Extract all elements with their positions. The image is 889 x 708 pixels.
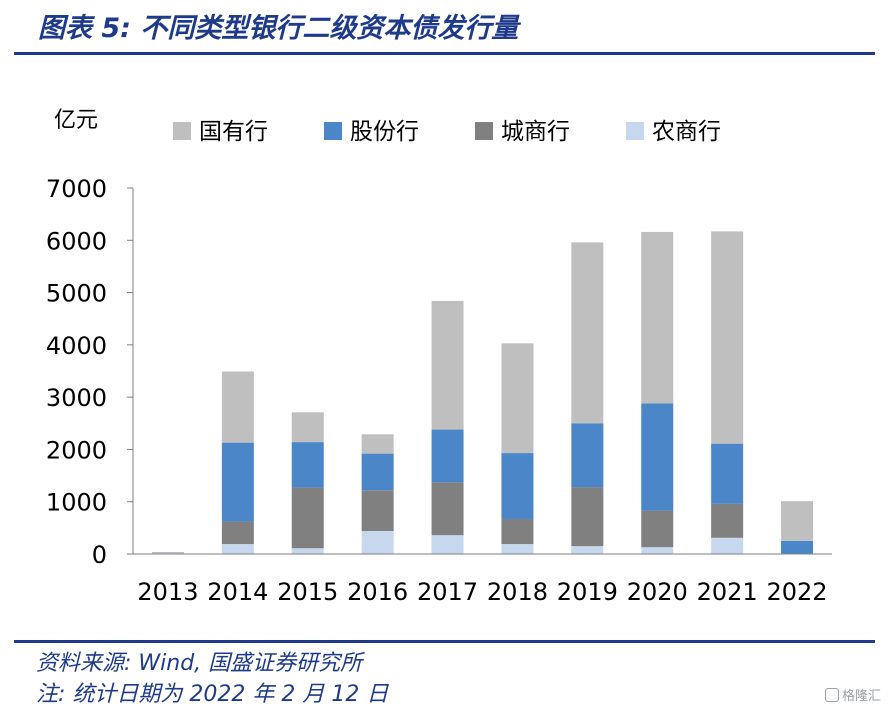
bar-segment [361, 434, 394, 454]
stacked-bar-chart: 亿元 国有行 股份行 城商行 农商行 0 1000 2000 3000 4000 5000 600… [46, 108, 832, 606]
bar-segment [501, 544, 534, 554]
x-tick-label: 2015 [277, 578, 338, 606]
bar-segment [571, 487, 604, 547]
bar-segment [501, 453, 534, 519]
bar-segment [221, 371, 254, 443]
bar-segment [571, 546, 604, 554]
bar-segment [361, 453, 394, 491]
y-tick-label: 5000 [46, 280, 107, 308]
bar-segment [641, 547, 674, 554]
y-tick-label: 0 [92, 541, 107, 569]
y-tick-label: 7000 [46, 175, 107, 203]
bar-segment [711, 231, 744, 444]
bar-segment [361, 530, 394, 554]
x-tick-label: 2017 [417, 578, 478, 606]
legend-swatch [173, 122, 191, 140]
bar-segment [501, 518, 534, 545]
y-tick-label: 2000 [46, 436, 107, 464]
bar-segment [151, 552, 184, 553]
bar-segment [711, 537, 744, 554]
bar-segment [641, 510, 674, 548]
bar-segment [431, 300, 464, 430]
bar-segment [431, 429, 464, 483]
legend-label: 股份行 [350, 119, 419, 145]
bar-segment [431, 482, 464, 536]
x-axis: 2013 2014 2015 2016 2017 2018 2019 2020 2021 2022 [133, 553, 832, 606]
legend-swatch [626, 122, 644, 140]
y-axis: 0 1000 2000 3000 4000 5000 6000 7000 [46, 175, 134, 569]
watermark: 格隆汇 [824, 685, 881, 704]
legend-swatch [324, 122, 342, 140]
x-tick-label: 2018 [487, 578, 548, 606]
bar-segment [501, 343, 534, 454]
x-tick-label: 2020 [627, 578, 688, 606]
watermark-text: 格隆汇 [841, 689, 881, 704]
bar-segment [781, 501, 814, 541]
x-tick-label: 2014 [207, 578, 268, 606]
bar-segment [431, 535, 464, 554]
bars [151, 231, 814, 554]
y-tick-label: 1000 [46, 489, 107, 517]
bar-segment [291, 412, 324, 443]
y-tick-label: 6000 [46, 227, 107, 255]
bar-segment [571, 242, 604, 424]
bar-segment [221, 442, 254, 522]
bar-segment [781, 540, 814, 554]
bar-segment [221, 521, 254, 545]
watermark-logo-icon [824, 688, 839, 702]
x-tick-label: 2022 [767, 578, 828, 606]
bar-segment [291, 548, 324, 554]
bar-segment [221, 544, 254, 554]
legend-label: 农商行 [652, 119, 721, 145]
x-tick-label: 2019 [557, 578, 618, 606]
legend-label: 城商行 [501, 119, 570, 145]
footer-rule [14, 640, 875, 643]
y-tick-label: 3000 [46, 384, 107, 412]
legend: 国有行 股份行 城商行 农商行 [173, 119, 721, 145]
title-rule [14, 52, 875, 55]
date-note: 注: 统计日期为 2022 年 2 月 12 日 [36, 682, 389, 707]
bar-segment [641, 403, 674, 511]
x-tick-label: 2013 [137, 578, 198, 606]
source-note: 资料来源: Wind, 国盛证券研究所 [36, 651, 363, 676]
y-unit-label: 亿元 [54, 108, 98, 133]
y-tick-label: 4000 [46, 332, 107, 360]
x-tick-label: 2021 [697, 578, 758, 606]
bar-segment [361, 490, 394, 531]
bar-segment [291, 442, 324, 488]
bar-segment [711, 443, 744, 504]
bar-segment [151, 552, 184, 554]
bar-segment [711, 503, 744, 538]
legend-label: 国有行 [199, 119, 268, 145]
bar-segment [571, 423, 604, 488]
x-tick-label: 2016 [347, 578, 408, 606]
chart-title: 图表 5: 不同类型银行二级资本债发行量 [38, 13, 519, 44]
bar-segment [291, 487, 324, 549]
legend-swatch [475, 122, 493, 140]
bar-segment [641, 231, 674, 404]
